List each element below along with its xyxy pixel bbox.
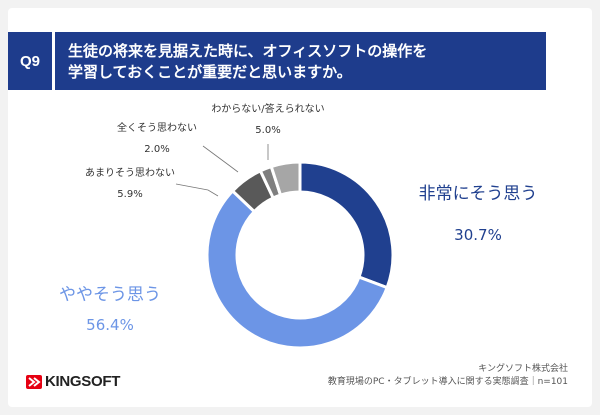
leader-line-4 xyxy=(202,145,239,173)
question-header: Q9 生徒の将来を見据えた時に、オフィスソフトの操作を 学習しておくことが重要だ… xyxy=(8,32,546,90)
slice-value-3: 5.9% xyxy=(117,189,142,200)
kingsoft-mark-icon xyxy=(26,374,42,389)
slice-value-4: 2.0% xyxy=(144,144,169,155)
source-company: キングソフト株式会社 xyxy=(478,364,568,374)
source-survey: 教育現場のPC・タブレット導入に関する実態調査｜n=101 xyxy=(327,377,568,387)
kingsoft-logo: KINGSOFT xyxy=(26,373,120,390)
slice-label-3: あまりそう思わない xyxy=(85,167,175,179)
slice-label-1: 非常にそう思う xyxy=(419,184,538,204)
slice-value-5: 5.0% xyxy=(255,125,280,136)
question-number: Q9 xyxy=(19,52,40,70)
question-line-1: 生徒の将来を見据えた時に、オフィスソフトの操作を xyxy=(68,42,428,60)
slice-label-2: ややそう思う xyxy=(59,285,161,305)
leader-line-3 xyxy=(175,183,219,197)
slice-1 xyxy=(298,160,395,290)
slice-5 xyxy=(269,160,302,197)
slice-value-2: 56.4% xyxy=(86,316,134,334)
kingsoft-logo-text: KINGSOFT xyxy=(45,373,121,390)
slice-2 xyxy=(205,188,390,350)
slice-value-1: 30.7% xyxy=(454,226,502,244)
question-line-2: 学習しておくことが重要だと思いますか。 xyxy=(68,63,352,81)
slice-label-5: わからない/答えられない xyxy=(211,102,324,115)
slice-label-4: 全くそう思わない xyxy=(117,121,197,134)
header-divider xyxy=(52,32,55,90)
source-note: キングソフト株式会社 教育現場のPC・タブレット導入に関する実態調査｜n=101 xyxy=(328,363,568,389)
question-text: 生徒の将来を見据えた時に、オフィスソフトの操作を 学習しておくことが重要だと思い… xyxy=(68,41,538,83)
